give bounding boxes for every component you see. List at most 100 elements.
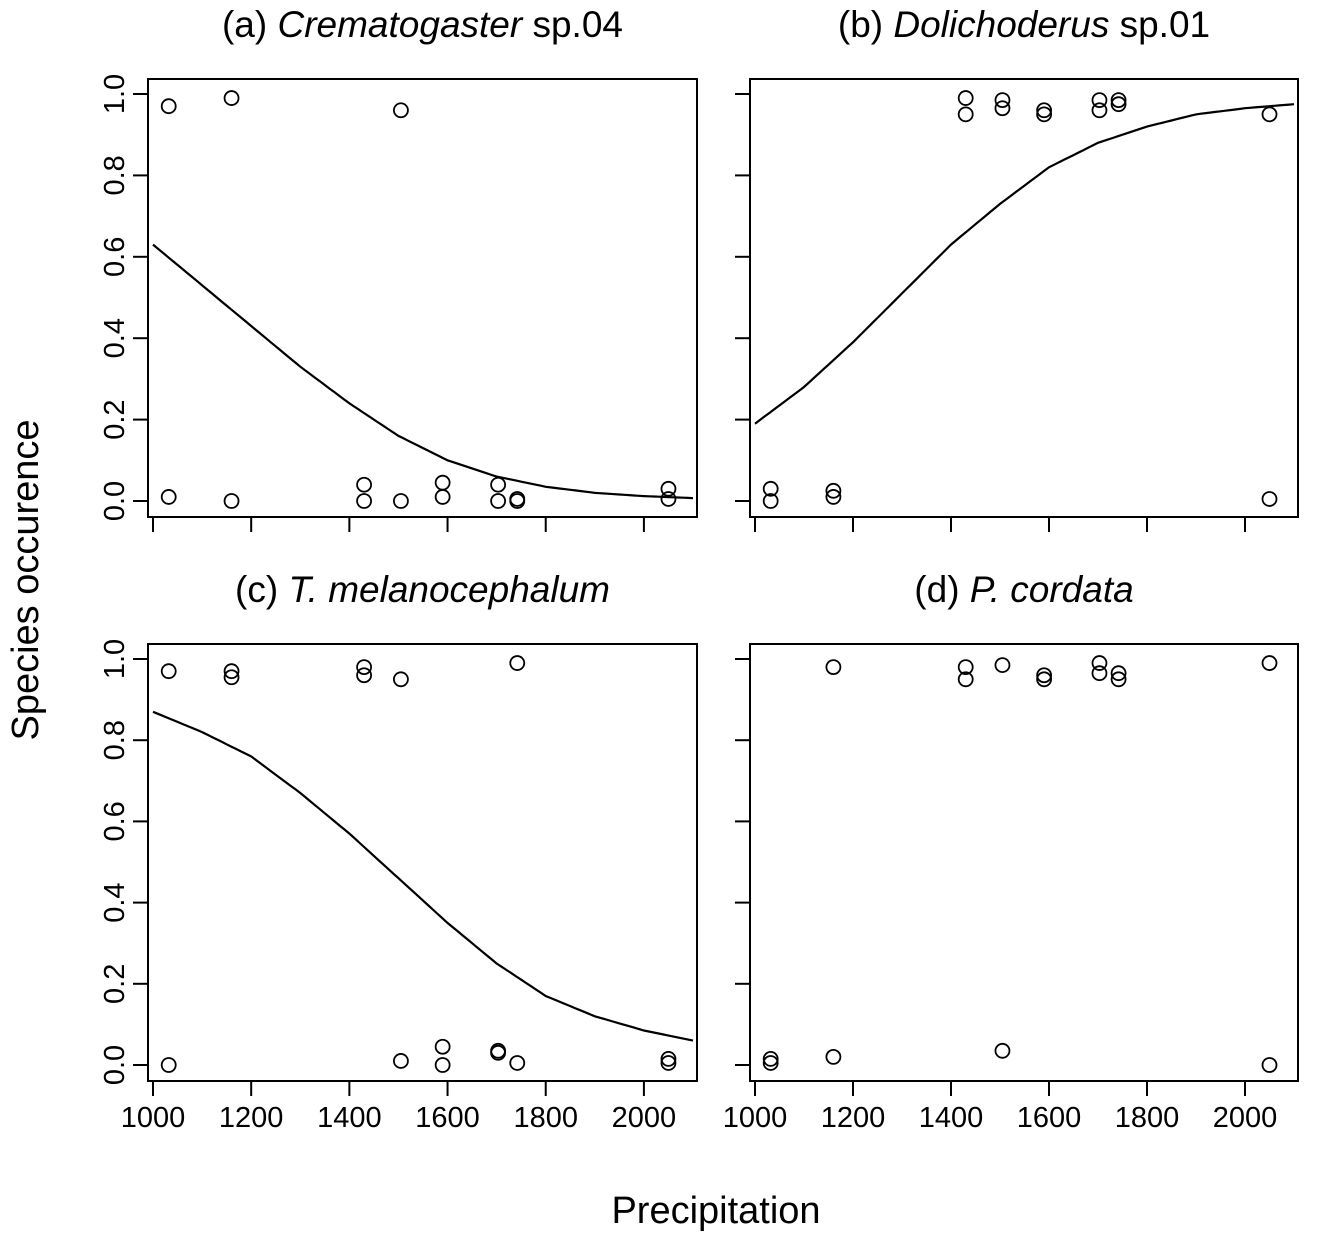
data-point bbox=[393, 102, 409, 119]
data-point bbox=[223, 493, 240, 509]
panel-label: (c) bbox=[235, 569, 288, 610]
data-point bbox=[1110, 671, 1127, 688]
data-point bbox=[223, 669, 240, 686]
data-point bbox=[762, 1051, 779, 1067]
data-point bbox=[994, 92, 1011, 109]
panel-c: (c) T. melanocephalum 1000 1200 1400 1600 180… bbox=[99, 569, 698, 1134]
panel-a: (a) Crematogaster sp.04 0.0 0.2 0.4 0.6 0.8 1.… bbox=[99, 4, 698, 532]
data-point bbox=[490, 493, 507, 509]
data-point bbox=[1110, 96, 1127, 113]
data-point bbox=[762, 480, 779, 497]
data-point bbox=[762, 493, 779, 509]
data-point bbox=[509, 493, 526, 509]
data-point bbox=[1091, 92, 1108, 109]
data-point bbox=[825, 1048, 842, 1065]
y-tick-label: 0.2 bbox=[99, 964, 131, 1004]
data-point bbox=[1110, 92, 1127, 109]
x-tick-label: 2000 bbox=[612, 1102, 677, 1134]
plot-frame bbox=[749, 643, 1299, 1082]
data-point bbox=[393, 1053, 409, 1069]
data-point bbox=[223, 663, 240, 680]
x-tick-label: 1000 bbox=[121, 1102, 186, 1134]
y-tick-label: 0.0 bbox=[99, 1045, 131, 1085]
plot-frame bbox=[749, 78, 1299, 518]
data-point bbox=[160, 489, 177, 505]
fit-curve bbox=[152, 243, 694, 500]
plot-frame bbox=[147, 78, 698, 518]
panel-title: (c) T. melanocephalum bbox=[235, 569, 610, 610]
x-tick-label: 1400 bbox=[317, 1102, 382, 1134]
data-point bbox=[490, 1044, 507, 1061]
panel-b: (b) Dolichoderus sp.01 bbox=[735, 4, 1299, 532]
data-point bbox=[660, 1055, 677, 1071]
panel-title: (b) Dolichoderus sp.01 bbox=[838, 4, 1210, 45]
data-point bbox=[1091, 102, 1108, 119]
y-tick-label: 0.6 bbox=[99, 237, 131, 277]
x-tick-label: 1400 bbox=[919, 1102, 984, 1134]
species-suffix: sp.01 bbox=[1109, 4, 1210, 45]
y-tick-label: 0.0 bbox=[99, 481, 131, 521]
panel-label: (b) bbox=[838, 4, 894, 45]
data-point bbox=[957, 106, 974, 123]
y-tick-label: 0.4 bbox=[99, 882, 131, 922]
data-point bbox=[825, 489, 842, 505]
data-point bbox=[957, 659, 974, 676]
panel-label: (d) bbox=[914, 569, 970, 610]
data-point bbox=[509, 1055, 526, 1071]
data-point bbox=[356, 667, 372, 684]
panels-layer: (a) Crematogaster sp.04 0.0 0.2 0.4 0.6 0.8 1.… bbox=[99, 4, 1299, 1134]
species-name: P. cordata bbox=[970, 569, 1134, 610]
y-tick-label: 0.6 bbox=[99, 801, 131, 841]
fit-curve bbox=[152, 710, 694, 1042]
panel-title: (d) P. cordata bbox=[914, 569, 1133, 610]
x-tick-label: 2000 bbox=[1213, 1102, 1278, 1134]
data-point bbox=[434, 1057, 451, 1073]
data-point bbox=[957, 671, 974, 688]
data-point bbox=[356, 659, 372, 676]
y-tick-label: 0.4 bbox=[99, 318, 131, 358]
data-point bbox=[1036, 106, 1052, 123]
y-tick-label: 1.0 bbox=[99, 639, 131, 679]
data-point bbox=[1261, 491, 1278, 507]
data-point bbox=[1261, 106, 1278, 123]
species-name: T. melanocephalum bbox=[288, 569, 610, 610]
data-point bbox=[434, 489, 451, 505]
panel-d: (d) P. cordata 1000 1200 1400 1600 1800 2000 bbox=[723, 569, 1299, 1134]
data-point bbox=[660, 480, 677, 497]
x-axis-title: Precipitation bbox=[611, 1190, 820, 1232]
y-tick-label: 0.8 bbox=[99, 720, 131, 760]
species-name: Crematogaster bbox=[277, 4, 523, 45]
x-tick-label: 1600 bbox=[1017, 1102, 1082, 1134]
data-point bbox=[825, 482, 842, 499]
x-tick-label: 1800 bbox=[513, 1102, 578, 1134]
y-tick-label: 1.0 bbox=[99, 74, 131, 114]
data-point bbox=[994, 100, 1011, 117]
data-point bbox=[957, 90, 974, 106]
data-point bbox=[1261, 655, 1278, 671]
data-point bbox=[660, 1051, 677, 1067]
data-point bbox=[160, 663, 177, 680]
data-point bbox=[509, 655, 526, 671]
data-point bbox=[434, 474, 451, 491]
data-point bbox=[356, 493, 372, 509]
data-point bbox=[223, 90, 240, 106]
data-point bbox=[1036, 671, 1052, 688]
plot-frame bbox=[147, 643, 698, 1082]
data-point bbox=[356, 476, 372, 493]
data-point bbox=[1261, 1057, 1278, 1073]
species-suffix: sp.04 bbox=[522, 4, 623, 45]
data-point bbox=[393, 671, 409, 688]
data-point bbox=[1036, 102, 1052, 119]
data-point bbox=[762, 1055, 779, 1071]
species-name: Dolichoderus bbox=[893, 4, 1109, 45]
data-point bbox=[994, 657, 1011, 673]
panel-title: (a) Crematogaster sp.04 bbox=[222, 4, 623, 45]
y-axis-title: Species occurence bbox=[5, 419, 47, 740]
y-tick-label: 0.2 bbox=[99, 399, 131, 439]
data-point bbox=[490, 476, 507, 493]
data-point bbox=[1091, 655, 1108, 671]
panel-label: (a) bbox=[222, 4, 278, 45]
data-point bbox=[825, 659, 842, 676]
fit-curve bbox=[754, 103, 1295, 425]
